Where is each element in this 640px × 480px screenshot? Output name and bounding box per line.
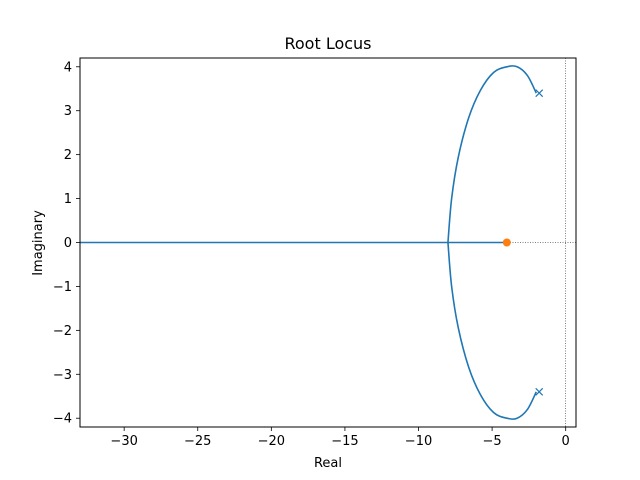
y-tick-label: −2 [53,324,72,339]
chart-title: Root Locus [284,34,371,53]
y-tick-label: −3 [53,368,72,383]
series-locus-branch-lower [447,242,537,420]
plot-area [80,58,576,427]
x-tick-label: −30 [110,434,137,449]
y-tick-label: 0 [64,236,72,251]
zero-marker-1 [502,238,511,247]
y-tick-label: 1 [64,192,72,207]
x-tick-label: −20 [258,434,285,449]
x-tick-label: −10 [405,434,432,449]
pole-marker-1 [535,89,544,98]
y-tick-label: 2 [64,148,72,163]
series-locus-branch-upper [447,65,537,243]
x-axis-title: Real [314,456,342,471]
y-tick-label: −4 [53,412,72,427]
x-tick-label: −5 [483,434,502,449]
x-tick-label: −15 [331,434,358,449]
y-axis-title: Imaginary [31,210,46,276]
y-tick-label: −1 [53,280,72,295]
x-tick-label: 0 [562,434,570,449]
x-tick-label: −25 [184,434,211,449]
y-tick-label: 3 [64,104,72,119]
y-tick-label: 4 [64,60,72,75]
pole-marker-2 [535,387,544,396]
